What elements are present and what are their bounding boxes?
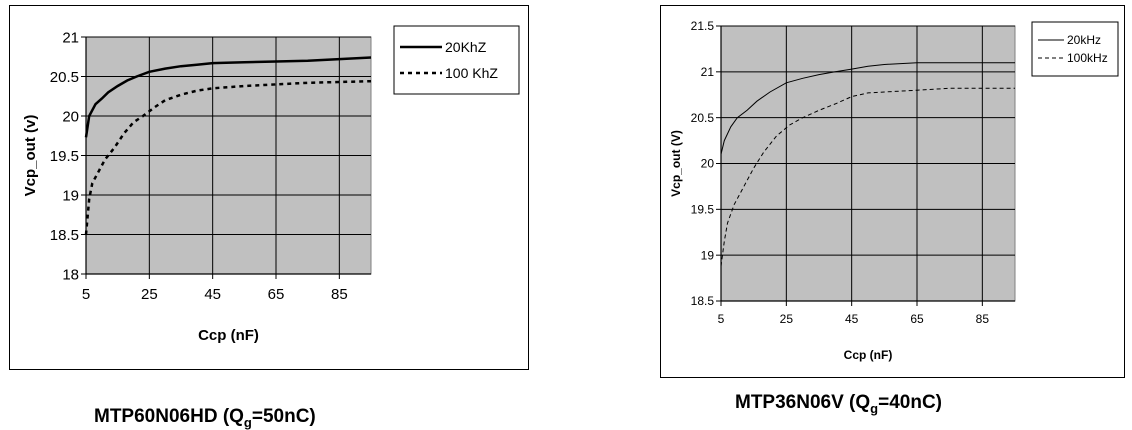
series-line [720,87,1015,267]
x-axis-label: Ccp (nF) [198,327,259,344]
x-tick-label: 5 [82,286,90,303]
caption-main: MTP36N06V (Q [735,392,871,413]
caption-main: MTP60N06HD (Q [94,406,244,427]
chart-panel-mtp36n06v: 18.5 19 19.5 20 20.5 21 21.5 5 25 45 65 85 Ccp (nF) V… [660,5,1125,378]
x-tick-label: 45 [845,312,859,326]
y-tick-label: 20 [701,157,715,171]
chart-panel-mtp60n06hd: 18 18.5 19 19.5 20 20.5 21 5 25 45 65 85 Ccp (nF) Vcp… [9,5,529,370]
caption-sub: g [243,414,252,430]
caption-mtp60n06hd: MTP60N06HD (Qg=50nC) [94,406,316,430]
x-tick-label: 25 [141,286,158,303]
x-axis-label: Ccp (nF) [844,348,893,362]
chart-mtp60n06hd: 18 18.5 19 19.5 20 20.5 21 5 25 45 65 85 Ccp (nF) Vcp… [22,25,520,344]
y-tick-label: 19 [62,187,79,204]
y-tick-label: 18.5 [50,227,79,244]
caption-mtp36n06v: MTP36N06V (Qg=40nC) [735,392,942,416]
x-tick-label: 85 [331,286,348,303]
x-tick-label: 45 [204,286,221,303]
chart-mtp36n06v: 18.5 19 19.5 20 20.5 21 21.5 5 25 45 65 85 Ccp (nF) V… [669,19,1119,362]
x-tick-label: 5 [718,312,725,326]
y-tick-label: 20.5 [691,111,715,125]
legend-box [393,25,520,95]
series-line [720,62,1015,155]
caption-tail: =40nC) [878,392,942,413]
y-tick-label: 18.5 [691,294,715,308]
legend-label: 100 KhZ [445,65,498,81]
y-tick-label: 18 [62,266,79,283]
legend-label: 20kHz [1067,33,1101,47]
y-tick-label: 20.5 [50,69,79,86]
caption-tail: =50nC) [251,406,316,427]
legend-label: 100kHz [1067,51,1108,65]
caption-sub: g [870,400,879,416]
y-axis-label: Vcp_out (v) [22,115,39,197]
legend-box [1031,21,1119,77]
x-tick-label: 25 [780,312,794,326]
y-axis-label: Vcp_out (V) [669,130,683,197]
y-tick-label: 21.5 [691,19,715,33]
series-line [84,79,372,235]
y-tick-label: 19.5 [50,148,79,165]
x-tick-label: 85 [976,312,990,326]
y-tick-label: 19 [701,248,715,262]
y-tick-label: 19.5 [691,203,715,217]
series-line [84,56,372,138]
x-tick-label: 65 [910,312,924,326]
y-tick-label: 21 [701,65,715,79]
y-tick-label: 20 [62,108,79,125]
x-tick-label: 65 [268,286,285,303]
legend-label: 20KhZ [445,39,487,55]
y-tick-label: 21 [62,29,79,46]
